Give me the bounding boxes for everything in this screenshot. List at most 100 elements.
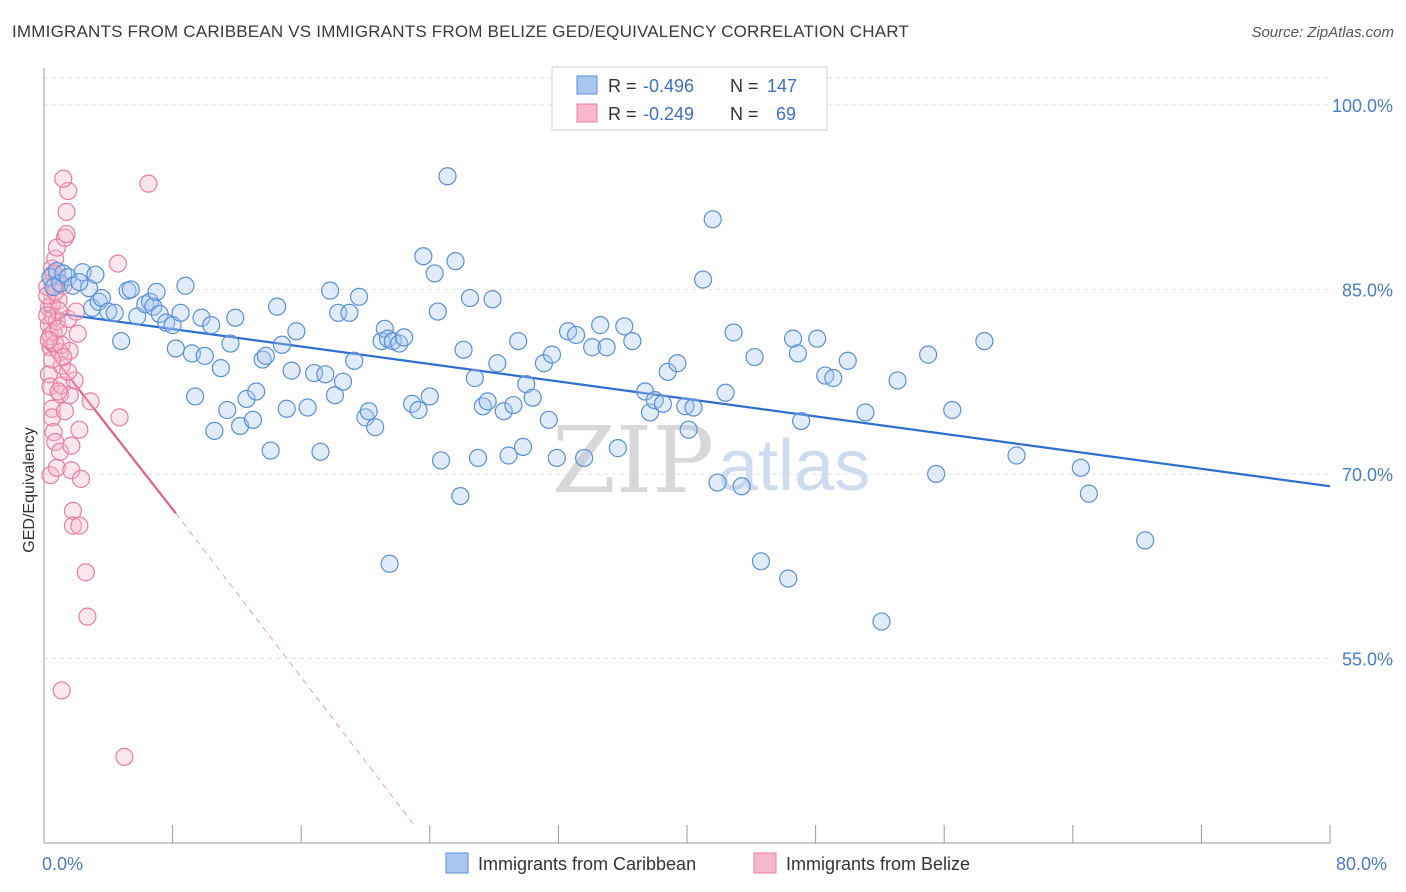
caribbean-point-73 <box>420 387 439 406</box>
belize-point-33 <box>57 224 76 244</box>
belize-point-51 <box>110 408 129 427</box>
caribbean-point-146 <box>86 265 105 284</box>
grid-lines <box>44 77 1330 659</box>
caribbean-point-81 <box>460 288 480 308</box>
caribbean-point-98 <box>547 448 566 468</box>
caribbean-point-97 <box>542 345 562 364</box>
belize-point-44 <box>68 324 87 343</box>
caribbean-point-132 <box>838 351 857 370</box>
caribbean-point-43 <box>256 346 275 365</box>
caribbean-point-69 <box>394 328 414 347</box>
legend-r-value-2: -0.249 <box>643 104 694 124</box>
belize-point-53 <box>139 174 158 193</box>
caribbean-point-87 <box>488 354 507 373</box>
belize-point-54 <box>54 169 73 188</box>
bottom-legend-label-caribbean: Immigrants from Caribbean <box>478 854 696 874</box>
caribbean-point-53 <box>316 365 335 384</box>
belize-point-42 <box>63 516 83 535</box>
caribbean-point-107 <box>623 331 642 351</box>
caribbean-point-80 <box>454 340 473 359</box>
belize-point-58 <box>49 301 68 320</box>
legend-box: R = -0.496 N = 147 R = -0.249 N = 69 <box>551 66 828 131</box>
caribbean-point-133 <box>856 403 875 422</box>
caribbean-point-30 <box>192 308 211 327</box>
caribbean-point-125 <box>779 569 798 588</box>
belize-point-26 <box>50 442 70 461</box>
caribbean-point-37 <box>226 308 245 327</box>
caribbean-point-141 <box>1071 458 1090 477</box>
belize-point-65 <box>49 382 68 401</box>
caribbean-point-45 <box>267 297 287 316</box>
caribbean-point-118 <box>703 210 722 229</box>
caribbean-point-68 <box>390 334 409 353</box>
caribbean-point-33 <box>205 421 224 440</box>
caribbean-point-121 <box>724 323 743 342</box>
belize-point-50 <box>81 392 100 411</box>
caribbean-point-90 <box>504 395 523 415</box>
caribbean-point-142 <box>1079 484 1098 503</box>
belize-point-45 <box>70 516 89 535</box>
caribbean-point-77 <box>438 167 457 186</box>
bottom-legend-swatch-belize <box>753 852 777 874</box>
caribbean-point-36 <box>221 334 240 353</box>
belize-point-48 <box>76 563 95 582</box>
bottom-legend: Immigrants from Caribbean Immigrants fro… <box>445 852 970 874</box>
belize-point-34 <box>57 202 76 222</box>
caribbean-point-57 <box>333 372 353 391</box>
bottom-legend-label-belize: Immigrants from Belize <box>786 854 970 874</box>
caribbean-point-79 <box>451 486 470 506</box>
caribbean-point-20 <box>144 297 163 316</box>
axes <box>43 68 1331 844</box>
caribbean-point-63 <box>366 418 385 437</box>
caribbean-point-134 <box>872 612 891 631</box>
caribbean-point-83 <box>468 448 488 468</box>
caribbean-point-116 <box>684 398 703 417</box>
y-tick-label-1: 85.0% <box>1342 280 1393 300</box>
caribbean-point-85 <box>478 392 497 411</box>
caribbean-point-13 <box>105 303 124 322</box>
caribbean-point-123 <box>745 347 764 367</box>
trend-lines <box>43 310 1331 825</box>
caribbean-point-41 <box>247 382 266 401</box>
caribbean-point-29 <box>186 387 205 406</box>
trend-line-caribbean <box>43 310 1331 488</box>
caribbean-point-54 <box>321 281 340 300</box>
caribbean-point-50 <box>298 398 317 417</box>
caribbean-point-91 <box>509 331 528 351</box>
caribbean-point-104 <box>597 338 616 357</box>
y-tick-label-2: 70.0% <box>1342 465 1393 485</box>
caribbean-point-111 <box>653 394 672 413</box>
legend-n-label-1: N = <box>730 76 759 96</box>
belize-point-46 <box>70 420 89 439</box>
caribbean-point-86 <box>483 290 502 309</box>
belize-point-63 <box>55 402 74 421</box>
caribbean-point-78 <box>446 252 465 271</box>
caribbean-point-124 <box>751 552 771 571</box>
caribbean-point-55 <box>325 386 345 405</box>
x-tick-label-right: 80.0% <box>1336 854 1387 874</box>
belize-point-55 <box>52 681 71 700</box>
chart-title: IMMIGRANTS FROM CARIBBEAN VS IMMIGRANTS … <box>12 22 910 41</box>
watermark-atlas: atlas <box>718 426 870 506</box>
caribbean-point-58 <box>340 303 359 322</box>
caribbean-point-137 <box>927 464 946 484</box>
legend-r-label-1: R = <box>608 76 637 96</box>
belize-point-56 <box>115 747 134 766</box>
legend-n-label-2: N = <box>730 104 759 124</box>
caribbean-point-40 <box>243 410 263 429</box>
caribbean-point-100 <box>566 325 586 345</box>
bottom-legend-swatch-caribbean <box>445 852 469 874</box>
caribbean-point-127 <box>788 344 808 363</box>
caribbean-point-129 <box>808 329 827 348</box>
caribbean-point-49 <box>287 322 306 341</box>
caribbean-point-128 <box>792 411 811 431</box>
caribbean-point-27 <box>176 276 195 295</box>
caribbean-point-75 <box>428 302 447 321</box>
belize-point-66 <box>38 306 57 325</box>
caribbean-point-12 <box>99 302 118 321</box>
belize-point-62 <box>42 350 62 369</box>
caribbean-point-115 <box>679 420 698 439</box>
caribbean-point-135 <box>888 371 907 390</box>
trend-line-belize-extension <box>175 513 415 825</box>
